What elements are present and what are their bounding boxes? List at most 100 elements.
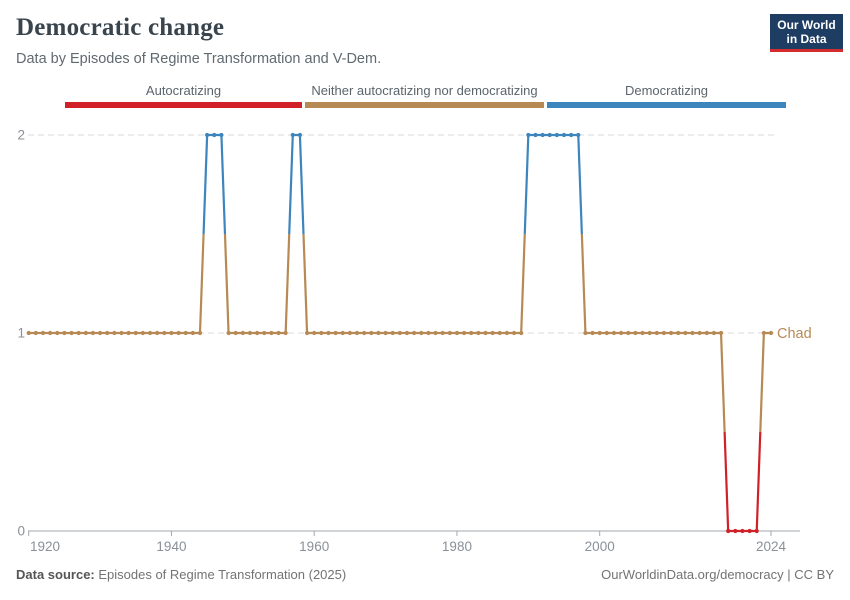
data-point-marker[interactable] (48, 330, 53, 336)
data-point-marker[interactable] (461, 330, 467, 336)
data-point-marker[interactable] (255, 330, 260, 336)
data-point-marker[interactable] (112, 330, 117, 336)
data-point-marker[interactable] (69, 330, 74, 336)
data-point-marker[interactable] (640, 330, 645, 336)
data-point-marker[interactable] (619, 330, 624, 336)
legend-item-autocratizing[interactable]: Autocratizing (65, 83, 302, 108)
data-point-marker[interactable] (490, 330, 495, 336)
data-point-marker[interactable] (326, 330, 331, 336)
data-point-marker[interactable] (126, 330, 131, 336)
data-point-marker[interactable] (247, 330, 253, 336)
data-point-marker[interactable] (533, 132, 538, 138)
data-point-marker[interactable] (526, 132, 531, 138)
data-point-marker[interactable] (219, 132, 224, 138)
data-point-marker[interactable] (312, 330, 317, 336)
data-point-marker[interactable] (590, 330, 595, 336)
data-point-marker[interactable] (290, 132, 295, 138)
footer-attribution[interactable]: OurWorldinData.org/democracy | CC BY (601, 567, 834, 582)
data-point-marker[interactable] (162, 330, 167, 336)
data-point-marker[interactable] (426, 330, 431, 336)
data-point-marker[interactable] (740, 528, 745, 534)
data-point-marker[interactable] (504, 330, 510, 336)
data-point-marker[interactable] (433, 330, 438, 336)
data-point-marker[interactable] (297, 132, 303, 138)
data-point-marker[interactable] (633, 330, 638, 336)
data-point-marker[interactable] (604, 330, 609, 336)
data-point-marker[interactable] (654, 330, 659, 336)
data-point-marker[interactable] (354, 330, 360, 336)
data-point-marker[interactable] (97, 330, 103, 336)
data-point-marker[interactable] (376, 330, 381, 336)
data-point-marker[interactable] (647, 330, 652, 336)
data-point-marker[interactable] (383, 330, 388, 336)
data-point-marker[interactable] (233, 330, 238, 336)
data-point-marker[interactable] (404, 330, 410, 336)
data-point-marker[interactable] (212, 132, 217, 138)
data-point-marker[interactable] (226, 330, 231, 336)
data-point-marker[interactable] (347, 330, 352, 336)
data-point-marker[interactable] (561, 132, 567, 138)
data-point-marker[interactable] (726, 528, 731, 534)
data-point-marker[interactable] (283, 330, 288, 336)
data-point-marker[interactable] (369, 330, 374, 336)
series-end-label[interactable]: Chad (777, 326, 812, 342)
data-point-marker[interactable] (733, 528, 738, 534)
data-point-marker[interactable] (747, 528, 752, 534)
data-point-marker[interactable] (711, 330, 717, 336)
data-point-marker[interactable] (718, 330, 724, 336)
data-point-marker[interactable] (469, 330, 474, 336)
data-point-marker[interactable] (454, 330, 460, 336)
legend-item-democratizing[interactable]: Democratizing (547, 83, 786, 108)
data-point-marker[interactable] (583, 330, 588, 336)
data-point-marker[interactable] (397, 330, 402, 336)
data-point-marker[interactable] (240, 330, 245, 336)
data-point-marker[interactable] (476, 330, 481, 336)
data-point-marker[interactable] (597, 330, 602, 336)
data-point-marker[interactable] (176, 330, 181, 336)
data-point-marker[interactable] (554, 132, 559, 138)
data-point-marker[interactable] (304, 330, 310, 336)
data-point-marker[interactable] (440, 330, 445, 336)
data-point-marker[interactable] (169, 330, 174, 336)
data-point-marker[interactable] (40, 330, 46, 336)
data-point-marker[interactable] (576, 132, 581, 138)
data-point-marker[interactable] (704, 330, 709, 336)
data-point-marker[interactable] (697, 330, 702, 336)
data-point-marker[interactable] (140, 330, 145, 336)
data-point-marker[interactable] (768, 330, 774, 336)
data-point-marker[interactable] (205, 132, 210, 138)
data-point-marker[interactable] (690, 330, 695, 336)
data-point-marker[interactable] (119, 330, 124, 336)
data-point-marker[interactable] (155, 330, 160, 336)
data-point-marker[interactable] (190, 330, 195, 336)
data-point-marker[interactable] (62, 330, 67, 336)
data-point-marker[interactable] (147, 330, 153, 336)
data-point-marker[interactable] (333, 330, 338, 336)
data-point-marker[interactable] (362, 330, 367, 336)
data-point-marker[interactable] (183, 330, 188, 336)
data-point-marker[interactable] (105, 330, 110, 336)
data-point-marker[interactable] (761, 330, 766, 336)
data-point-marker[interactable] (83, 330, 88, 336)
data-point-marker[interactable] (626, 330, 631, 336)
data-point-marker[interactable] (26, 330, 31, 336)
data-point-marker[interactable] (340, 330, 345, 336)
data-point-marker[interactable] (447, 330, 452, 336)
data-point-marker[interactable] (76, 330, 81, 336)
data-point-marker[interactable] (569, 132, 574, 138)
data-point-marker[interactable] (319, 330, 324, 336)
data-point-marker[interactable] (497, 330, 502, 336)
data-point-marker[interactable] (262, 330, 267, 336)
data-point-marker[interactable] (197, 330, 203, 336)
legend-item-neither[interactable]: Neither autocratizing nor democratizing (305, 83, 544, 108)
data-point-marker[interactable] (390, 330, 395, 336)
data-point-marker[interactable] (540, 132, 545, 138)
data-point-marker[interactable] (676, 330, 681, 336)
data-point-marker[interactable] (276, 330, 281, 336)
data-point-marker[interactable] (269, 330, 274, 336)
data-point-marker[interactable] (683, 330, 688, 336)
data-point-marker[interactable] (754, 528, 759, 534)
data-point-marker[interactable] (511, 330, 517, 336)
data-point-marker[interactable] (668, 330, 674, 336)
